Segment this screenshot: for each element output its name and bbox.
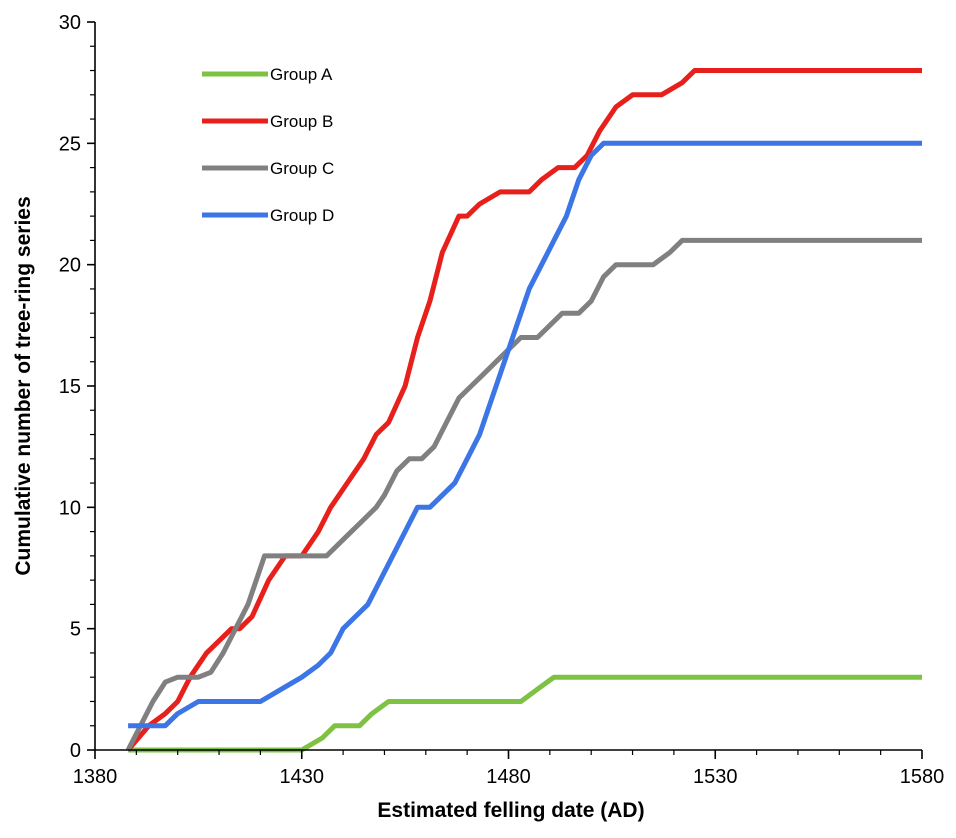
x-axis-ticks: 1380 1430 1480 1530 1580 [73, 750, 945, 788]
axes: 1380 1430 1480 1530 1580 0 5 10 15 20 25 30 [59, 12, 945, 788]
legend-label: Group A [270, 65, 333, 84]
x-axis-title: Estimated felling date (AD) [377, 799, 644, 822]
series-line-group-b [126, 68, 922, 752]
legend-item: Group A [202, 65, 333, 84]
legend-label: Group C [270, 159, 334, 178]
y-tick-label: 20 [59, 255, 81, 277]
x-tick-label: 1380 [73, 766, 118, 788]
y-tick-label: 10 [59, 497, 81, 519]
y-tick-label: 25 [59, 133, 81, 155]
legend-item: Group B [202, 112, 333, 131]
y-tick-label: 30 [59, 12, 81, 34]
y-axis-title: Cumulative number of tree-ring series [12, 196, 35, 575]
legend-item: Group C [202, 159, 334, 178]
x-tick-label: 1580 [900, 766, 945, 788]
y-axis-ticks: 0 5 10 15 20 25 30 [59, 12, 95, 762]
legend: Group A Group B Group C Group D [202, 65, 334, 225]
series-line-group-c [125, 237, 922, 752]
x-tick-label: 1530 [693, 766, 738, 788]
legend-item: Group D [202, 206, 334, 225]
series-line-group-a [128, 674, 922, 753]
x-tick-label: 1430 [280, 766, 325, 788]
legend-label: Group D [270, 206, 334, 225]
y-tick-label: 5 [70, 619, 81, 641]
legend-label: Group B [270, 112, 333, 131]
x-tick-label: 1480 [486, 766, 531, 788]
y-tick-label: 0 [70, 740, 81, 762]
plot-lines [125, 68, 922, 753]
series-line-group-d [128, 140, 922, 729]
y-tick-label: 15 [59, 376, 81, 398]
